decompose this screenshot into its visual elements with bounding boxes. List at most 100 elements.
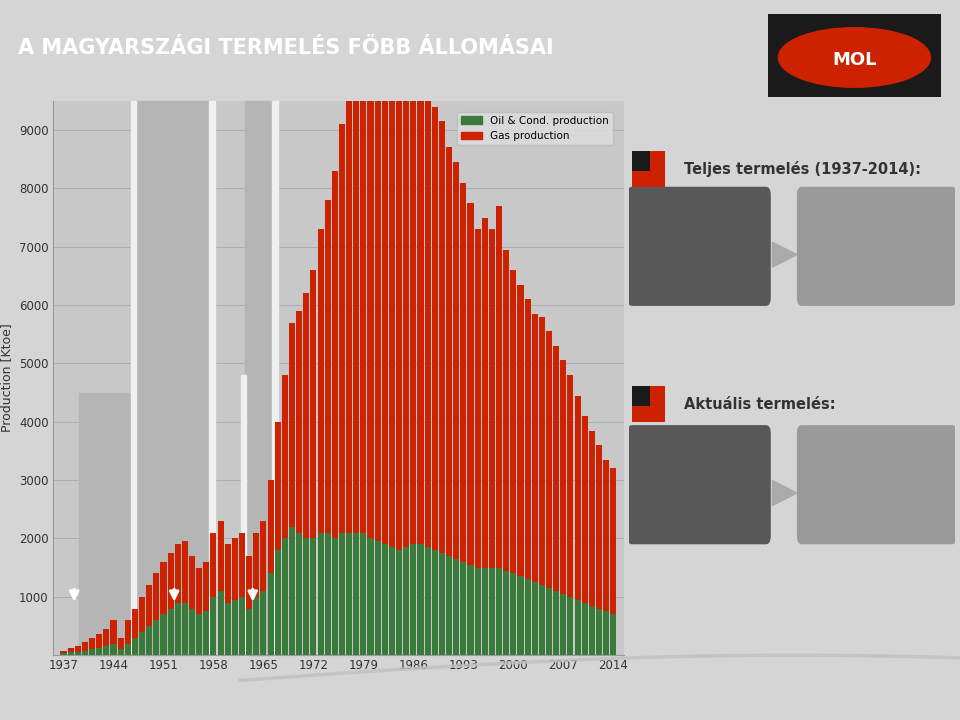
Bar	[181, 541, 188, 603]
Bar	[524, 300, 531, 580]
Bar	[246, 608, 252, 655]
Bar	[511, 574, 516, 655]
Text: A MAGYARSZÁGI TERMELÉS FÖBB ÁLLOMÁSAI: A MAGYARSZÁGI TERMELÉS FÖBB ÁLLOMÁSAI	[18, 38, 553, 58]
Bar	[468, 564, 473, 655]
Bar	[439, 121, 445, 553]
Bar	[275, 550, 280, 655]
Bar	[474, 229, 481, 567]
Bar	[218, 521, 224, 591]
Bar	[582, 603, 588, 655]
Bar	[104, 629, 109, 647]
Bar	[561, 594, 566, 655]
Bar	[324, 533, 331, 655]
Bar	[282, 539, 288, 655]
Bar	[289, 527, 295, 655]
Bar	[453, 162, 459, 559]
Bar	[374, 541, 381, 655]
Bar	[268, 574, 274, 655]
Bar	[80, 392, 132, 655]
Text: 1: 1	[813, 236, 824, 251]
Bar	[204, 611, 209, 655]
Bar	[168, 553, 174, 608]
FancyBboxPatch shape	[632, 150, 664, 186]
Bar	[603, 611, 610, 655]
Bar	[353, 533, 359, 655]
Bar	[89, 649, 95, 655]
Bar	[117, 649, 124, 655]
FancyBboxPatch shape	[632, 387, 650, 406]
Bar	[496, 567, 502, 655]
Bar	[439, 553, 445, 655]
Text: Földgáz: Földgáz	[645, 444, 704, 456]
Bar	[260, 591, 267, 655]
Text: MOL: MOL	[832, 51, 876, 69]
Text: Aktuális termelés:: Aktuális termelés:	[684, 397, 836, 412]
Bar	[446, 556, 452, 655]
Bar	[117, 638, 124, 649]
Bar	[303, 293, 309, 539]
Bar	[135, 101, 210, 655]
Bar	[517, 284, 523, 577]
Bar	[225, 544, 230, 603]
Bar	[446, 148, 452, 556]
Bar	[553, 591, 560, 655]
FancyBboxPatch shape	[797, 186, 957, 306]
Bar	[189, 556, 195, 608]
Bar	[346, 101, 352, 533]
Bar	[303, 539, 309, 655]
Bar	[460, 182, 467, 562]
Bar	[104, 647, 109, 655]
Text: 12: 12	[813, 507, 834, 522]
Bar	[246, 556, 252, 608]
Bar	[517, 577, 523, 655]
Text: Kőolaj: Kőolaj	[645, 269, 692, 282]
Bar	[524, 580, 531, 655]
Bar	[596, 608, 602, 655]
Bar	[482, 567, 488, 655]
Bar	[389, 81, 395, 547]
Bar	[75, 646, 81, 652]
Bar	[474, 567, 481, 655]
Text: Kondenzátum: Kondenzátum	[645, 476, 748, 489]
FancyBboxPatch shape	[797, 425, 957, 544]
Bar	[139, 632, 145, 655]
Bar	[482, 217, 488, 567]
Bar	[60, 651, 66, 654]
Bar	[318, 533, 324, 655]
Bar	[574, 395, 581, 600]
Text: e  boe/nap: e boe/nap	[836, 508, 915, 521]
Bar	[424, 92, 431, 547]
Bar	[272, 101, 277, 655]
Bar	[260, 521, 267, 591]
Bar	[611, 469, 616, 614]
Bar	[253, 597, 259, 655]
Bar	[489, 229, 495, 567]
Bar	[546, 331, 552, 588]
Bar	[189, 608, 195, 655]
Bar	[567, 597, 573, 655]
Legend: Oil & Cond. production, Gas production: Oil & Cond. production, Gas production	[457, 112, 613, 145]
Text: MM bbl: MM bbl	[836, 269, 891, 282]
Bar	[432, 107, 438, 550]
Ellipse shape	[779, 27, 930, 87]
Bar	[489, 567, 495, 655]
Bar	[503, 570, 509, 655]
Text: MM boe: MM boe	[836, 205, 895, 218]
Bar	[196, 614, 203, 655]
Bar	[160, 614, 166, 655]
Bar	[225, 603, 230, 655]
Bar	[324, 200, 331, 533]
Bar	[310, 539, 317, 655]
Bar	[132, 608, 138, 638]
Bar	[332, 171, 338, 539]
Bar	[268, 480, 274, 574]
Bar	[231, 539, 238, 600]
Bar	[603, 459, 610, 611]
Bar	[567, 375, 573, 597]
Bar	[382, 48, 388, 544]
FancyBboxPatch shape	[632, 387, 664, 423]
Bar	[403, 547, 409, 655]
Bar	[418, 54, 423, 544]
Bar	[553, 346, 560, 591]
Polygon shape	[773, 480, 797, 505]
